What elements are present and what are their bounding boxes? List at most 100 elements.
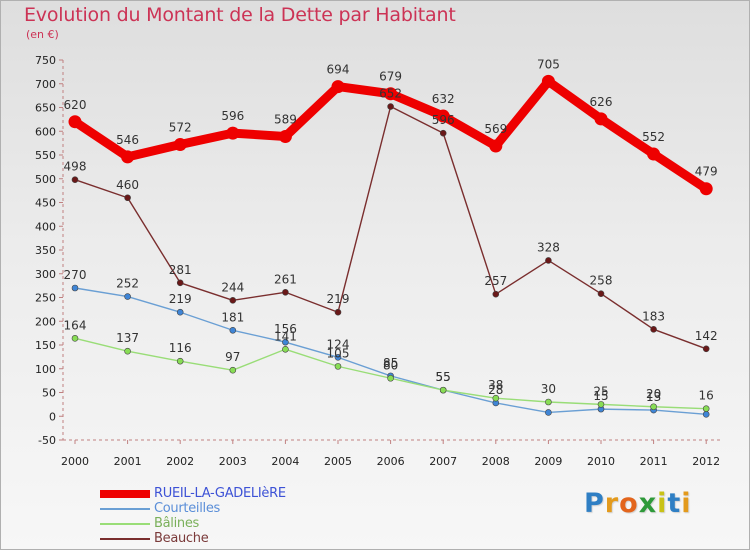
- x-tick-label: 2002: [166, 455, 194, 468]
- data-label: 141: [274, 329, 297, 343]
- data-label: 183: [642, 309, 665, 323]
- data-label: 124: [327, 337, 350, 351]
- legend-swatch: [100, 523, 150, 525]
- data-label: 97: [225, 350, 240, 364]
- data-point: [229, 326, 237, 334]
- data-label: 569: [484, 122, 507, 136]
- legend-swatch: [100, 538, 150, 540]
- data-label: 257: [484, 274, 507, 288]
- data-point: [702, 405, 710, 412]
- data-point: [541, 74, 555, 88]
- proxiti-logo: Proxiti: [584, 488, 692, 519]
- data-label: 13: [646, 390, 661, 404]
- y-tick-label: 250: [35, 292, 56, 305]
- data-label: 80: [383, 358, 398, 372]
- data-point: [278, 129, 292, 143]
- legend-item: Beauche: [100, 531, 340, 546]
- data-point: [71, 335, 79, 342]
- data-point: [439, 129, 447, 137]
- data-label: 705: [537, 57, 560, 71]
- legend-label: Courteilles: [154, 501, 221, 516]
- data-label: 652: [379, 87, 402, 101]
- logo-letter: P: [584, 488, 605, 519]
- x-tick-label: 2003: [219, 455, 247, 468]
- data-point: [594, 112, 608, 126]
- data-point: [699, 182, 713, 196]
- data-point: [492, 290, 500, 298]
- data-label: 142: [695, 329, 718, 343]
- data-label: 552: [642, 130, 665, 144]
- data-label: 572: [169, 121, 192, 135]
- data-label: 620: [64, 98, 87, 112]
- x-tick-label: 2012: [692, 455, 720, 468]
- data-point: [650, 403, 657, 411]
- data-label: 25: [593, 384, 608, 398]
- data-label: 38: [488, 378, 503, 392]
- data-point: [124, 293, 131, 300]
- x-tick-label: 2009: [534, 455, 562, 468]
- data-point: [121, 150, 135, 164]
- legend-swatch: [100, 508, 150, 510]
- data-point: [282, 338, 289, 346]
- data-label: 328: [537, 240, 560, 254]
- chart-title: Evolution du Montant de la Dette par Hab…: [24, 4, 456, 26]
- data-label: 137: [116, 331, 139, 345]
- data-label: 85: [383, 356, 398, 370]
- data-label: 281: [169, 263, 192, 277]
- data-point: [436, 109, 450, 123]
- data-point: [702, 411, 710, 418]
- data-point: [226, 126, 240, 140]
- data-point: [68, 115, 82, 129]
- data-point: [384, 87, 398, 101]
- data-label: 460: [116, 178, 139, 192]
- y-tick-label: -50: [38, 434, 56, 447]
- legend-label: RUEIL-LA-GADELIèRE: [154, 486, 286, 501]
- data-point: [387, 374, 394, 382]
- logo-letter: r: [604, 488, 620, 519]
- x-tick-label: 2011: [640, 455, 668, 468]
- data-point: [334, 363, 342, 370]
- data-point: [176, 357, 184, 365]
- x-tick-label: 2007: [429, 455, 457, 468]
- data-point: [334, 354, 342, 361]
- data-label: 164: [64, 318, 87, 332]
- data-label: 596: [221, 109, 244, 123]
- y-tick-label: 600: [35, 125, 56, 138]
- data-label: 55: [436, 370, 451, 384]
- data-point: [282, 288, 289, 296]
- data-label: 261: [274, 272, 297, 286]
- y-tick-label: 400: [35, 220, 56, 233]
- legend-item: RUEIL-LA-GADELIèRE: [100, 486, 340, 501]
- logo-letter: i: [681, 488, 692, 519]
- data-label: 30: [541, 382, 556, 396]
- chart-subtitle: (en €): [26, 28, 59, 41]
- data-label: 596: [432, 113, 455, 127]
- data-label: 270: [64, 268, 87, 282]
- data-point: [334, 308, 342, 316]
- data-label: 156: [274, 322, 297, 336]
- logo-letter: t: [667, 488, 682, 519]
- data-point: [331, 80, 345, 94]
- data-point: [489, 139, 503, 153]
- y-tick-label: 150: [35, 339, 56, 352]
- data-point: [650, 326, 657, 333]
- data-point: [124, 194, 131, 202]
- y-tick-label: 200: [35, 315, 56, 328]
- y-tick-label: 650: [35, 102, 56, 115]
- legend-label: Bâlines: [154, 516, 200, 531]
- y-tick-label: 300: [35, 268, 56, 281]
- data-point: [545, 257, 552, 264]
- data-label: 16: [699, 389, 714, 403]
- data-point: [229, 366, 237, 374]
- data-label: 479: [695, 165, 718, 179]
- y-tick-label: 50: [42, 387, 56, 400]
- data-label: 219: [327, 292, 350, 306]
- data-label: 258: [590, 274, 613, 288]
- data-label: 55: [436, 370, 451, 384]
- y-tick-label: 350: [35, 244, 56, 257]
- data-point: [176, 308, 184, 316]
- logo-letter: o: [619, 488, 639, 519]
- data-label: 28: [488, 383, 503, 397]
- data-point: [439, 386, 447, 394]
